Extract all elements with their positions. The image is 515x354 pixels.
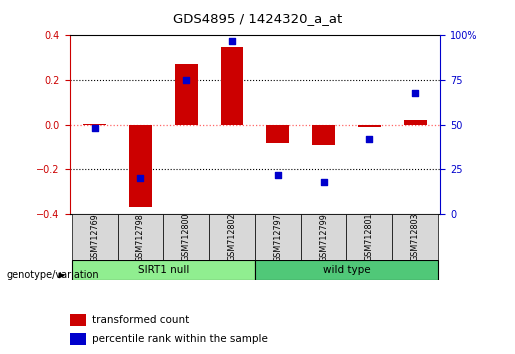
Point [182,77,191,83]
Text: GSM712801: GSM712801 [365,213,374,262]
Bar [209,214,255,260]
Bar [404,120,426,125]
Point [365,136,373,142]
Text: wild type: wild type [323,265,370,275]
Text: transformed count: transformed count [92,315,189,325]
Text: GSM712797: GSM712797 [273,213,282,262]
Bar [312,125,335,145]
Bar [129,125,152,207]
Bar [347,214,392,260]
Text: GSM712798: GSM712798 [136,213,145,262]
Point [273,172,282,178]
Text: genotype/variation: genotype/variation [6,270,99,280]
Text: GSM712800: GSM712800 [182,213,191,262]
Bar [301,214,347,260]
Bar [255,214,301,260]
Bar [358,125,381,127]
Bar [255,260,438,280]
Bar [175,64,198,125]
Bar [72,214,117,260]
Point [136,176,145,181]
Point [319,179,328,185]
Bar [117,214,163,260]
Bar [266,125,289,143]
Bar [163,214,209,260]
Text: GDS4895 / 1424320_a_at: GDS4895 / 1424320_a_at [173,12,342,25]
Text: GSM712803: GSM712803 [410,213,420,262]
Bar [72,260,255,280]
Bar [220,47,244,125]
Text: GSM712769: GSM712769 [90,213,99,262]
Bar [70,314,86,326]
Bar [70,333,86,346]
Point [411,90,419,96]
Text: SIRT1 null: SIRT1 null [138,265,189,275]
Bar [83,124,106,125]
Bar [392,214,438,260]
Text: GSM712802: GSM712802 [228,213,236,262]
Point [228,38,236,44]
Text: GSM712799: GSM712799 [319,213,328,262]
Text: percentile rank within the sample: percentile rank within the sample [92,335,268,344]
Point [91,126,99,131]
